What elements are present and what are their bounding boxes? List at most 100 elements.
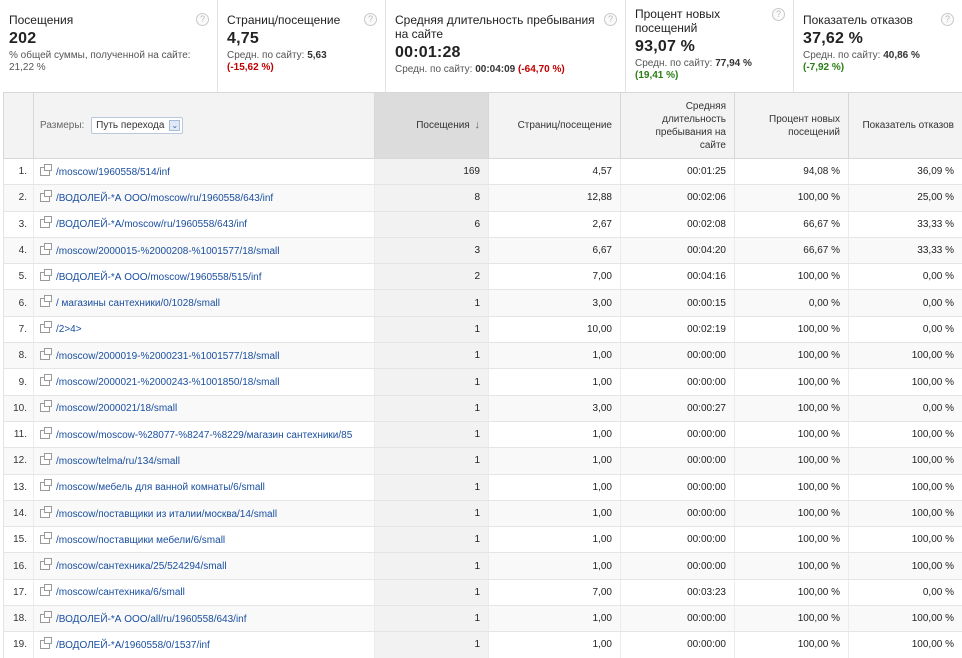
- row-index: 8.: [3, 342, 34, 370]
- path-link[interactable]: /2>4>: [56, 324, 82, 336]
- table-row: 9. /moscow/2000021-%2000243-%1001850/18/s…: [3, 368, 962, 396]
- open-external-icon[interactable]: [40, 610, 52, 623]
- path-link[interactable]: /moscow/2000021/18/small: [56, 403, 178, 415]
- metric-subtext: % общей суммы, полученной на сайте: 21,2…: [9, 50, 191, 73]
- help-icon[interactable]: ?: [364, 13, 377, 26]
- path-link[interactable]: /moscow/moscow-%28077-%8247-%8229/магази…: [56, 429, 353, 441]
- path-link[interactable]: /moscow/1960558/514/inf: [56, 166, 170, 178]
- cell-new-visits: 100,00 %: [734, 500, 849, 528]
- header-bounce-label: Показатель отказов: [862, 120, 954, 131]
- cell-pages: 10,00: [488, 316, 621, 344]
- open-external-icon[interactable]: [40, 505, 52, 518]
- path-link[interactable]: /moscow/сантехника/6/small: [56, 587, 185, 599]
- open-external-icon[interactable]: [40, 321, 52, 334]
- metric-value: 202: [9, 30, 37, 47]
- table-row: 17. /moscow/сантехника/6/small 1 7,00 00:03:…: [3, 579, 962, 607]
- open-external-icon[interactable]: [40, 295, 52, 308]
- help-icon[interactable]: ?: [941, 13, 954, 26]
- table-row: 14. /moscow/поставщики из италии/москва/1…: [3, 500, 962, 528]
- cell-new-visits: 100,00 %: [734, 605, 849, 633]
- open-external-icon[interactable]: [40, 163, 52, 176]
- table-row: 15. /moscow/поставщики мебели/6/small 1 1,0…: [3, 526, 962, 554]
- avg-value: 40,86 %: [883, 50, 920, 61]
- path-cell: /ВОДОЛЕЙ-*А ООО/all/ru/1960558/643/inf: [33, 605, 375, 633]
- path-link[interactable]: /ВОДОЛЕЙ-*А ООО/moscow/ru/1960558/643/in…: [56, 192, 274, 204]
- cell-visits: 1: [374, 474, 489, 501]
- row-index: 6.: [3, 289, 34, 317]
- cell-duration: 00:00:00: [620, 526, 735, 554]
- open-external-icon[interactable]: [40, 242, 52, 255]
- open-external-icon[interactable]: [40, 189, 52, 202]
- path-link[interactable]: /moscow/2000019-%2000231-%1001577/18/sma…: [56, 350, 280, 362]
- header-visits[interactable]: Посещения ↓: [374, 92, 489, 159]
- cell-new-visits: 94,08 %: [734, 158, 849, 186]
- cell-bounce: 100,00 %: [848, 500, 962, 528]
- cell-bounce: 100,00 %: [848, 368, 962, 396]
- path-link[interactable]: /moscow/поставщики мебели/6/small: [56, 534, 226, 546]
- cell-visits: 1: [374, 316, 489, 344]
- open-external-icon[interactable]: [40, 268, 52, 281]
- metric-bounce: Показатель отказов 37,62 % Средн. по сай…: [794, 0, 962, 92]
- open-external-icon[interactable]: [40, 558, 52, 571]
- cell-new-visits: 0,00 %: [734, 289, 849, 317]
- cell-new-visits: 66,67 %: [734, 237, 849, 265]
- help-icon[interactable]: ?: [604, 13, 617, 26]
- table-row: 4. /moscow/2000015-%2000208-%1001577/18/s…: [3, 237, 962, 265]
- open-external-icon[interactable]: [40, 374, 52, 387]
- row-index: 7.: [3, 316, 34, 344]
- avg-label: Средн. по сайту:: [635, 58, 713, 69]
- help-icon[interactable]: ?: [772, 8, 785, 21]
- avg-value: 5,63: [307, 50, 327, 61]
- metric-value: 37,62 %: [803, 30, 864, 47]
- path-link[interactable]: /ВОДОЛЕЙ-*А ООО/all/ru/1960558/643/inf: [56, 613, 247, 625]
- summary-metrics: Посещения 202 % общей суммы, полученной …: [0, 0, 962, 92]
- cell-duration: 00:00:00: [620, 631, 735, 658]
- open-external-icon[interactable]: [40, 426, 52, 439]
- path-link[interactable]: /moscow/мебель для ванной комнаты/6/smal…: [56, 482, 265, 494]
- help-icon[interactable]: ?: [196, 13, 209, 26]
- metric-pages: Страниц/посещение 4,75 Средн. по сайту: …: [218, 0, 386, 92]
- cell-bounce: 0,00 %: [848, 579, 962, 607]
- header-bounce[interactable]: Показатель отказов: [848, 92, 962, 159]
- cell-visits: 6: [374, 211, 489, 238]
- cell-new-visits: 100,00 %: [734, 474, 849, 501]
- table-row: 7. /2>4> 1 10,00 00:02:19 100,00 % 0,00 %: [3, 316, 962, 344]
- path-link[interactable]: / магазины сантехники/0/1028/small: [56, 298, 220, 310]
- metric-subtext: Средн. по сайту: 00:04:09 (-64,70 %): [395, 64, 617, 76]
- path-link[interactable]: /moscow/сантехника/25/524294/small: [56, 561, 227, 573]
- open-external-icon[interactable]: [40, 400, 52, 413]
- dimension-select[interactable]: Путь перехода ⌄: [91, 117, 184, 134]
- path-link[interactable]: /moscow/поставщики из италии/москва/14/s…: [56, 508, 278, 520]
- open-external-icon[interactable]: [40, 584, 52, 597]
- cell-duration: 00:00:00: [620, 447, 735, 475]
- delta-value: (19,41 %): [635, 70, 679, 81]
- cell-visits: 1: [374, 289, 489, 317]
- open-external-icon[interactable]: [40, 216, 52, 229]
- table-row: 2. /ВОДОЛЕЙ-*А ООО/moscow/ru/1960558/643/…: [3, 184, 962, 212]
- path-cell: /moscow/2000021-%2000243-%1001850/18/sma…: [33, 368, 375, 396]
- cell-bounce: 0,00 %: [848, 316, 962, 344]
- path-cell: /moscow/2000021/18/small: [33, 395, 375, 422]
- cell-duration: 00:03:23: [620, 579, 735, 607]
- path-link[interactable]: /moscow/telma/ru/134/small: [56, 455, 180, 467]
- open-external-icon[interactable]: [40, 479, 52, 492]
- header-new-visits[interactable]: Процент новых посещений: [734, 92, 849, 159]
- open-external-icon[interactable]: [40, 452, 52, 465]
- path-link[interactable]: /ВОДОЛЕЙ-*А ООО/moscow/1960558/515/inf: [56, 271, 262, 283]
- cell-new-visits: 100,00 %: [734, 395, 849, 422]
- cell-new-visits: 100,00 %: [734, 447, 849, 475]
- cell-pages: 7,00: [488, 263, 621, 291]
- path-link[interactable]: /moscow/2000015-%2000208-%1001577/18/sma…: [56, 245, 280, 257]
- path-link[interactable]: /ВОДОЛЕЙ-*А/1960558/0/1537/inf: [56, 639, 210, 651]
- path-link[interactable]: /ВОДОЛЕЙ-*А/moscow/ru/1960558/643/inf: [56, 219, 248, 231]
- open-external-icon[interactable]: [40, 636, 52, 649]
- header-duration[interactable]: Средняя длительность пребывания на сайте: [620, 92, 735, 159]
- path-link[interactable]: /moscow/2000021-%2000243-%1001850/18/sma…: [56, 377, 280, 389]
- open-external-icon[interactable]: [40, 531, 52, 544]
- cell-bounce: 33,33 %: [848, 211, 962, 238]
- header-pages[interactable]: Страниц/посещение: [488, 92, 621, 159]
- cell-new-visits: 100,00 %: [734, 263, 849, 291]
- cell-pages: 6,67: [488, 237, 621, 265]
- path-cell: /moscow/сантехника/25/524294/small: [33, 552, 375, 580]
- open-external-icon[interactable]: [40, 347, 52, 360]
